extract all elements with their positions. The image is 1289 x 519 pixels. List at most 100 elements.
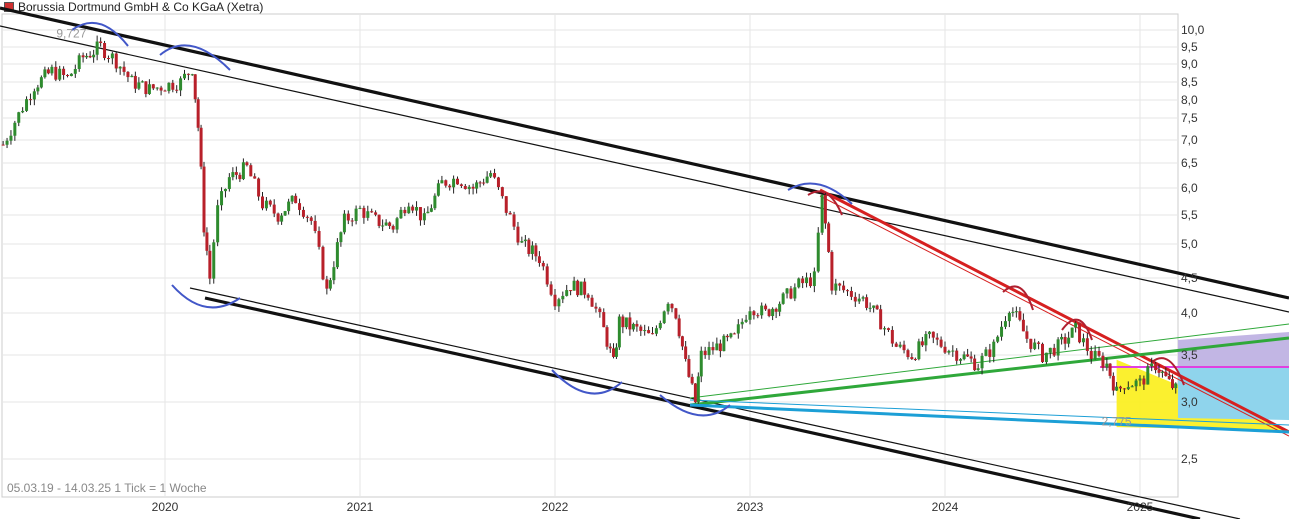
candle-body: [287, 201, 291, 212]
candle-body: [280, 215, 284, 222]
y-tick-label: 10,0: [1181, 23, 1205, 37]
candle-body: [456, 178, 459, 185]
candle-body: [1018, 311, 1022, 320]
candle-body: [778, 303, 782, 312]
candle-body: [951, 350, 955, 352]
candle-body: [370, 211, 374, 213]
candle-body: [740, 321, 744, 325]
trend-lines: [0, 6, 1289, 519]
candle-body: [1067, 337, 1071, 344]
candle-body: [196, 99, 200, 128]
candle-body: [1089, 350, 1093, 359]
candle-body: [159, 87, 163, 91]
candle-body: [996, 336, 1000, 342]
candle-body: [1093, 350, 1097, 359]
candle-body: [1011, 311, 1015, 313]
candle-body: [1126, 387, 1130, 390]
candle-body: [579, 281, 583, 296]
candle-body: [621, 316, 625, 328]
candle-body: [448, 185, 452, 188]
candle-body: [459, 184, 463, 186]
candle-body: [906, 350, 910, 358]
candle-body: [130, 75, 134, 78]
candle-body: [973, 358, 977, 371]
candle-body: [894, 343, 898, 347]
candle-body: [651, 333, 654, 335]
red-arc-2: [1002, 285, 1034, 311]
candle-body: [707, 347, 711, 356]
candle-body: [77, 55, 81, 70]
candle-body: [834, 283, 838, 291]
channel-upper-inner-line: [0, 25, 1289, 313]
candle-body: [241, 162, 245, 180]
y-tick-label: 9,0: [1181, 57, 1198, 71]
candle-body: [114, 53, 118, 69]
candle-body: [321, 246, 325, 280]
candle-body: [557, 299, 561, 307]
candle-body: [264, 200, 268, 209]
y-tick-label: 7,5: [1181, 111, 1198, 125]
candle-body: [110, 53, 114, 59]
candle-body: [935, 337, 939, 340]
candle-body: [725, 335, 729, 338]
candle-body: [223, 188, 227, 192]
candle-body: [301, 209, 305, 217]
candle-body: [1081, 338, 1085, 343]
candle-body: [969, 356, 973, 359]
candle-body: [643, 330, 647, 332]
candle-body: [429, 208, 433, 212]
candle-body: [789, 288, 793, 299]
candle-body: [1044, 352, 1048, 363]
chart-grid: [1, 13, 1179, 498]
candle-body: [328, 280, 332, 289]
candle-body: [391, 226, 395, 230]
candle-body: [530, 245, 534, 254]
candle-body: [216, 205, 220, 243]
candle-body: [151, 84, 155, 89]
chart-title-text: Borussia Dortmund GmbH & Co KGaA (Xetra): [18, 0, 264, 14]
candle-body: [670, 303, 674, 309]
y-tick-label: 6,5: [1181, 156, 1198, 170]
candle-body: [1063, 336, 1067, 344]
candle-body: [212, 242, 216, 279]
candle-body: [586, 294, 590, 298]
candle-body: [388, 222, 392, 227]
red-arc-3: [1061, 318, 1093, 341]
candle-body: [1150, 363, 1154, 367]
candle-body: [147, 84, 151, 95]
y-tick-label: 5,0: [1181, 237, 1198, 251]
candle-body: [523, 239, 527, 242]
candle-body: [186, 73, 190, 75]
candle-body: [493, 173, 497, 178]
candle-body: [842, 285, 846, 291]
candle-body: [654, 328, 658, 334]
candle-body: [816, 232, 820, 272]
candle-body: [346, 213, 350, 221]
candle-body: [1000, 326, 1004, 337]
candle-body: [962, 354, 966, 360]
candle-body: [508, 212, 512, 215]
candle-body: [797, 278, 801, 288]
candle-body: [1029, 338, 1033, 349]
price-annotation: 9,727: [56, 26, 86, 40]
candle-body: [939, 339, 943, 347]
uptrend-green-line: [689, 336, 1289, 407]
candle-body: [512, 214, 516, 227]
candle-body: [384, 222, 388, 226]
candle-body: [590, 297, 594, 307]
candle-body: [736, 324, 740, 334]
wedge-fill: [1116, 359, 1288, 431]
candle-body: [966, 354, 970, 357]
candle-body: [1037, 342, 1041, 344]
candle-body: [268, 200, 272, 205]
candle-body: [253, 176, 257, 179]
candle-body: [917, 341, 921, 360]
candle-body: [298, 203, 302, 210]
candle-body: [1167, 376, 1171, 380]
candle-body: [276, 213, 280, 222]
candle-body: [883, 328, 887, 330]
candle-body: [354, 208, 358, 221]
candle-body: [748, 311, 752, 320]
support-blue-thin-line: [689, 399, 1289, 426]
candle-body: [1060, 336, 1064, 340]
